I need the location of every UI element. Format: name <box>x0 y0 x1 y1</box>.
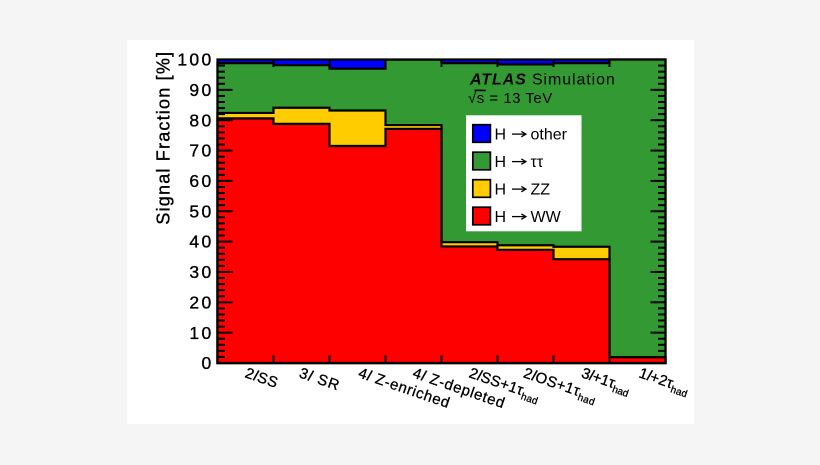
svg-text:2lSS: 2lSS <box>243 365 280 392</box>
svg-text:ZZ: ZZ <box>531 182 551 199</box>
svg-text:100: 100 <box>177 50 213 70</box>
svg-text:ττ: ττ <box>531 154 544 171</box>
svg-text:0: 0 <box>201 353 213 373</box>
svg-text:60: 60 <box>189 171 213 191</box>
svg-text:70: 70 <box>189 141 213 161</box>
svg-text:other: other <box>531 127 568 144</box>
svg-text:30: 30 <box>189 262 213 282</box>
svg-text:90: 90 <box>189 80 213 100</box>
svg-text:WW: WW <box>531 209 562 226</box>
svg-text:1l+2τhad: 1l+2τhad <box>636 365 692 401</box>
svg-text:80: 80 <box>189 110 213 130</box>
svg-text:H: H <box>495 209 507 226</box>
svg-text:H: H <box>495 154 507 171</box>
svg-text:3l SR: 3l SR <box>297 365 342 395</box>
svg-text:50: 50 <box>189 201 213 221</box>
svg-text:20: 20 <box>189 292 213 312</box>
svg-text:H: H <box>495 182 507 199</box>
svg-text:H: H <box>495 127 507 144</box>
svg-text:40: 40 <box>189 232 213 252</box>
svg-text:√s = 13 TeV: √s = 13 TeV <box>468 90 553 107</box>
svg-text:10: 10 <box>189 323 213 343</box>
svg-text:Signal Fraction [%]: Signal Fraction [%] <box>154 51 174 225</box>
svg-text:ATLAS Simulation: ATLAS Simulation <box>469 72 616 89</box>
